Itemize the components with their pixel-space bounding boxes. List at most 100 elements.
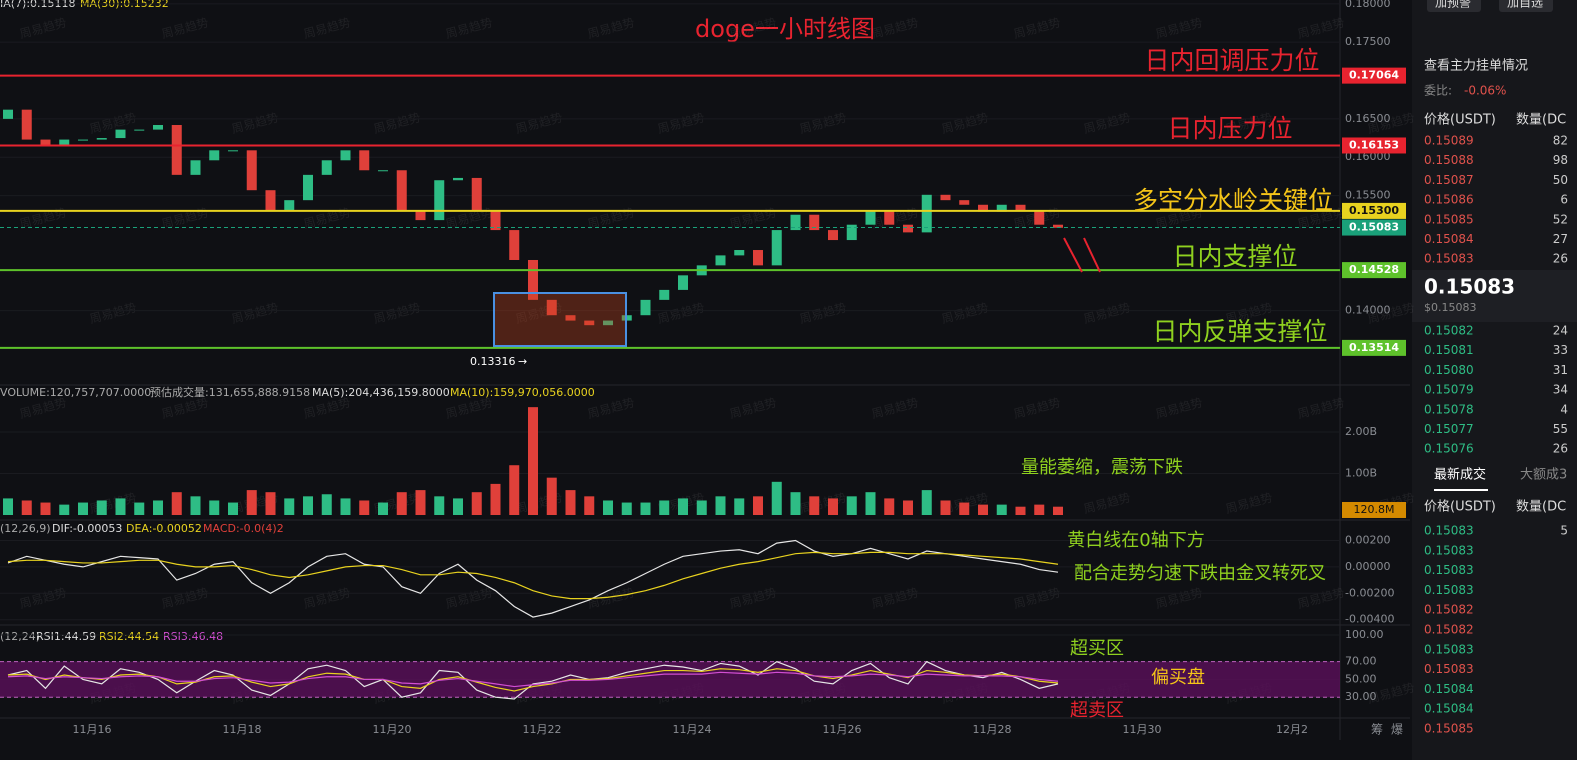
panel-header: DEA:-0.00052 xyxy=(126,522,202,535)
y-tick-label: 0.00200 xyxy=(1345,533,1391,546)
volume-bar xyxy=(59,504,70,515)
volume-bar xyxy=(940,500,951,515)
book-price: 0.15077 xyxy=(1424,422,1474,436)
volume-bar xyxy=(734,498,745,515)
y-tick-label: 50.00 xyxy=(1345,672,1377,685)
volume-bar xyxy=(584,496,595,515)
trade-price: 0.15083 xyxy=(1424,583,1474,597)
tab[interactable]: 大额成3 xyxy=(1520,468,1567,483)
book-qty: 98 xyxy=(1553,153,1568,167)
book-qty: 82 xyxy=(1553,134,1568,148)
volume-bar xyxy=(246,490,257,515)
volume-bar xyxy=(490,483,501,515)
candle xyxy=(978,204,988,212)
candle xyxy=(659,289,670,300)
volume-bar xyxy=(715,496,726,515)
indicator-line xyxy=(7,668,1059,692)
candle xyxy=(471,177,482,211)
candle xyxy=(959,200,970,205)
trade-price: 0.15084 xyxy=(1424,682,1474,696)
y-tick-label: 0.17500 xyxy=(1345,35,1391,48)
button-label[interactable]: 加预警 xyxy=(1435,0,1471,10)
low-arrow: → xyxy=(518,355,527,368)
rsi-note: 超卖区 xyxy=(1070,700,1124,721)
candle xyxy=(303,174,313,201)
volume-bar xyxy=(471,492,482,515)
button[interactable] xyxy=(1427,0,1481,12)
volume-bar xyxy=(528,407,538,515)
candle xyxy=(78,139,88,141)
candle xyxy=(209,150,220,161)
volume-bar xyxy=(396,492,407,515)
candle xyxy=(396,170,407,211)
volume-bar xyxy=(865,492,876,515)
candle xyxy=(246,150,257,191)
consolidation-box xyxy=(493,292,627,347)
col-header: 价格(USDT) xyxy=(1424,499,1496,515)
candle xyxy=(359,150,370,171)
volume-bar xyxy=(303,496,313,515)
volume-bar xyxy=(153,500,163,515)
rsi-note: 超买区 xyxy=(1070,638,1124,659)
volume-bar xyxy=(903,500,913,515)
corner-icon[interactable]: 筹 xyxy=(1371,723,1383,737)
trade-price: 0.15084 xyxy=(1424,702,1474,716)
level-note: 多空分水岭关键位 xyxy=(1133,186,1333,215)
volume-bar xyxy=(921,490,932,515)
volume-note: 量能萎缩，震荡下跌 xyxy=(1021,457,1183,478)
level-tag-label: 0.13514 xyxy=(1349,341,1399,354)
candle xyxy=(753,250,763,266)
book-price: 0.15083 xyxy=(1424,252,1474,266)
candle xyxy=(321,160,332,175)
y-tick-label: 0.14000 xyxy=(1345,304,1391,317)
level-note: 日内压力位 xyxy=(1167,114,1292,143)
y-tick-label: 30.00 xyxy=(1345,690,1377,703)
candle xyxy=(453,177,463,181)
x-tick-label: 11月22 xyxy=(523,723,562,736)
chart-bg xyxy=(0,0,1410,760)
candle xyxy=(59,139,70,145)
volume-bar xyxy=(884,498,895,515)
volume-bar xyxy=(621,502,632,515)
tab[interactable]: 最新成交 xyxy=(1434,467,1486,483)
volume-bar xyxy=(78,502,88,515)
volume-bar xyxy=(809,496,820,515)
volume-bar xyxy=(171,492,182,515)
volume-bar xyxy=(640,502,651,515)
volume-bar xyxy=(1015,506,1026,515)
x-tick-label: 11月20 xyxy=(373,723,412,736)
button[interactable] xyxy=(1499,0,1553,12)
link[interactable]: 查看主力挂单情况 xyxy=(1424,58,1528,74)
candle xyxy=(903,224,913,233)
volume-bar xyxy=(678,498,688,515)
volume-bar xyxy=(40,502,51,515)
candle xyxy=(584,320,595,326)
book-price: 0.15080 xyxy=(1424,363,1474,377)
ratio-label: 委比: xyxy=(1424,84,1452,98)
volume-bar xyxy=(359,500,370,515)
volume-bar xyxy=(753,496,763,515)
book-price: 0.15086 xyxy=(1424,193,1474,207)
volume-bar xyxy=(115,498,126,515)
low-label: 0.13316 xyxy=(470,355,516,368)
book-qty: 26 xyxy=(1553,252,1568,266)
level-tag xyxy=(1342,262,1406,279)
panel-header: MACD:-0.0(4)2 xyxy=(203,522,284,535)
level-tag-label: 0.16153 xyxy=(1349,138,1399,151)
panel-header: DIF:-0.00053 xyxy=(52,522,122,535)
ratio: -0.06% xyxy=(1464,84,1506,98)
level-note: 日内支撑位 xyxy=(1172,242,1297,271)
arrow xyxy=(1063,237,1101,273)
trade-price: 0.15082 xyxy=(1424,623,1474,637)
book-qty: 26 xyxy=(1553,442,1568,456)
book-price: 0.15081 xyxy=(1424,343,1474,357)
button-label[interactable]: 加自选 xyxy=(1507,0,1543,10)
col-header: 数量(DC xyxy=(1516,500,1566,515)
candle xyxy=(678,275,688,290)
candle xyxy=(846,224,857,241)
corner-icon[interactable]: 爆 xyxy=(1391,723,1403,737)
panel-header: (12,24) xyxy=(0,630,40,643)
level-note: 日内反弹支撑位 xyxy=(1152,317,1327,346)
panel-header: (12,26,9) xyxy=(0,522,51,535)
candle xyxy=(828,230,838,241)
